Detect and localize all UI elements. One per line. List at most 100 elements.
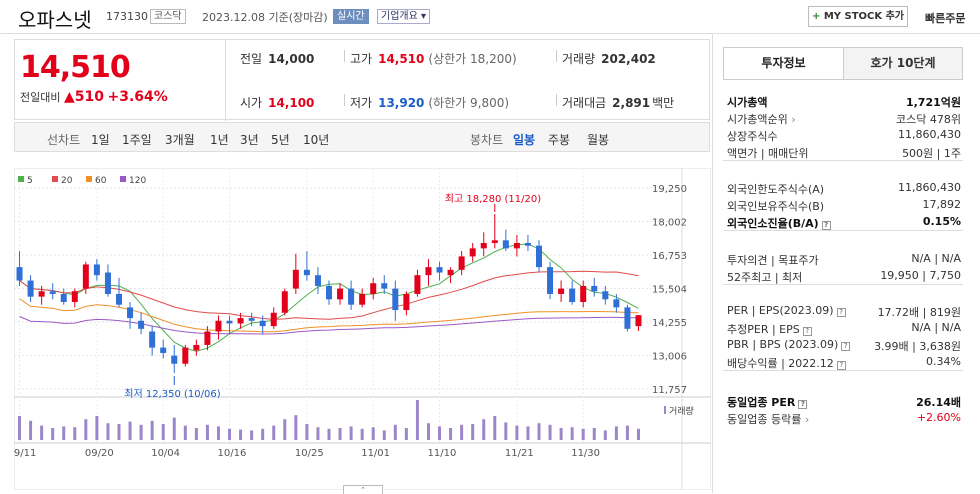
quote-grid: 전일 14,000 고가 14,510 (상한가 18,200) 거래량 202,402… [225,40,711,121]
info-label: 외국인한도주식수(A) [727,183,825,196]
info-row[interactable]: 동일업종 등락률 › +2.60% [723,409,963,426]
y-tick-label: 11,757 [652,385,687,396]
change-percent: +3.64% [107,89,168,105]
candle-body [49,291,56,294]
volume-bar [504,422,508,440]
candle-body [569,288,576,303]
volume-bar [294,415,298,440]
volume-bar [128,421,132,440]
max-price-label: 최고 18,280 (11/20) [445,193,541,205]
period-1y[interactable]: 1년 [210,133,229,147]
info-row[interactable]: 외국인소진율(B/A)? 0.15% [723,213,963,230]
volume-bar [570,427,574,440]
info-value: 3.99배 | 3,638원 [874,340,961,353]
help-icon[interactable]: ? [836,361,846,370]
volume-bar [172,417,176,440]
volume-bar [426,423,430,440]
info-value: 11,860,430 [898,181,961,194]
chevron-right-icon[interactable]: › [801,413,810,426]
sector-group: 동일업종 PER? 26.14배 동일업종 등락률 › +2.60% [723,392,963,426]
foreign-holding-group: 외국인한도주식수(A) 11,860,430 외국인보유주식수(B) 17,892 외국… [723,179,963,231]
legend-label: 20 [61,176,73,186]
volume-bar [404,428,408,440]
change-amount: ▲510 [63,89,104,105]
help-icon[interactable]: ? [802,327,812,336]
candle-body [204,331,211,345]
market-badge: 코스닥 [150,9,186,24]
info-label: 배당수익률 | 2022.12? [727,355,846,371]
market-cap-group: 시가총액 1,721억원 시가총액순위 › 코스닥 478위 상장주식수 11,860,4… [723,92,963,161]
period-10y[interactable]: 10년 [303,133,330,147]
valuation-group: PER | EPS(2023.09)? 17.72배 | 819원 추정PER | … [723,302,963,371]
volume-bar [526,426,530,440]
quick-order-link[interactable]: 빠른주문 [925,12,966,25]
legend-swatch [120,176,126,182]
legend-swatch [86,176,92,182]
my-stock-add-button[interactable]: + MY STOCK 추가 [808,6,908,27]
trade-amount: 거래대금 2,891 백만 [562,96,675,110]
volume-bar [117,424,121,440]
info-value: N/A | N/A [911,321,961,334]
chevron-right-icon[interactable]: › [787,113,796,126]
price-change: 전일대비 ▲510 +3.64% [20,89,168,105]
period-5y[interactable]: 5년 [271,133,290,147]
tab-order-book[interactable]: 호가 10단계 [843,48,962,79]
period-1d[interactable]: 1일 [91,133,110,147]
volume-bar [338,428,342,440]
period-3m[interactable]: 3개월 [165,133,195,147]
candle-body [60,293,67,303]
volume-bar [371,427,375,440]
period-3y[interactable]: 3년 [240,133,259,147]
help-icon[interactable]: ? [798,400,808,409]
info-value: 26.14배 [916,396,961,409]
help-icon[interactable]: ? [841,342,851,351]
volume-label: 거래량 [669,405,694,417]
realtime-button[interactable]: 실시간 [333,9,369,24]
line-chart-label[interactable]: 선차트 [47,133,81,147]
info-row[interactable]: 동일업종 PER? 26.14배 [723,392,963,409]
candle-monthly[interactable]: 월봉 [587,133,610,147]
candle-body [82,264,89,289]
candle-body [392,288,399,311]
volume-bar [636,428,640,440]
collapse-chevron-icon[interactable]: ⌃ [343,485,383,494]
candle-daily[interactable]: 일봉 [513,133,536,147]
info-row: 투자의견 | 목표주가 N/A | N/A [723,250,963,267]
info-row: 시가총액 1,721억원 [723,92,963,109]
volume-bar [95,416,99,440]
x-tick-label: 09/20 [85,448,114,459]
x-tick-label: 11/10 [428,448,457,459]
info-label: 상장주식수 [727,130,778,143]
info-row[interactable]: 시가총액순위 › 코스닥 478위 [723,109,963,126]
help-icon[interactable]: ? [821,221,831,230]
y-tick-label: 13,006 [652,352,687,363]
candle-body [359,293,366,305]
volume-bar [51,428,55,440]
candle-body [613,299,620,308]
candle-body [447,269,454,276]
info-row[interactable]: PER | EPS(2023.09)? 17.72배 | 819원 [723,302,963,319]
info-label: PBR | BPS (2023.09)? [727,338,851,351]
candle-weekly[interactable]: 주봉 [548,133,571,147]
candle-body [259,320,266,327]
period-1w[interactable]: 1주일 [122,133,152,147]
company-info-dropdown[interactable]: 기업개요 ▾ [377,9,430,24]
x-tick-label: 11/30 [571,448,600,459]
info-row[interactable]: PBR | BPS (2023.09)? 3.99배 | 3,638원 [723,336,963,353]
volume-bar [40,425,44,440]
info-value: 17.72배 | 819원 [877,306,961,319]
info-row[interactable]: 배당수익률 | 2022.12? 0.34% [723,353,963,370]
info-row: 액면가 | 매매단위 500원 | 1주 [723,143,963,160]
info-label: 52주최고 | 최저 [727,271,803,284]
volume-bar [150,420,154,440]
info-label: 동일업종 PER? [727,394,808,410]
legend-swatch [18,176,24,182]
price-chart[interactable]: 19,250 18,002 16,753 15,504 14,255 13,006 11,7… [14,168,711,490]
volume-bar [382,430,386,440]
help-icon[interactable]: ? [836,308,846,317]
candle-body [414,275,421,294]
info-row[interactable]: 추정PER | EPS? N/A | N/A [723,319,963,336]
candle-body [348,288,355,305]
tab-investment-info[interactable]: 투자정보 [724,48,843,79]
volume-bar [283,419,287,440]
